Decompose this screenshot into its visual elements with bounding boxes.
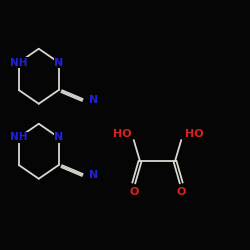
Text: N: N xyxy=(54,58,64,68)
Text: NH: NH xyxy=(10,58,28,68)
Text: N: N xyxy=(89,170,98,180)
Text: NH: NH xyxy=(10,132,28,142)
Text: O: O xyxy=(129,187,138,197)
Text: O: O xyxy=(176,187,186,197)
Text: HO: HO xyxy=(112,129,131,139)
Text: N: N xyxy=(89,95,98,105)
Text: HO: HO xyxy=(185,129,204,139)
Text: N: N xyxy=(54,132,64,142)
